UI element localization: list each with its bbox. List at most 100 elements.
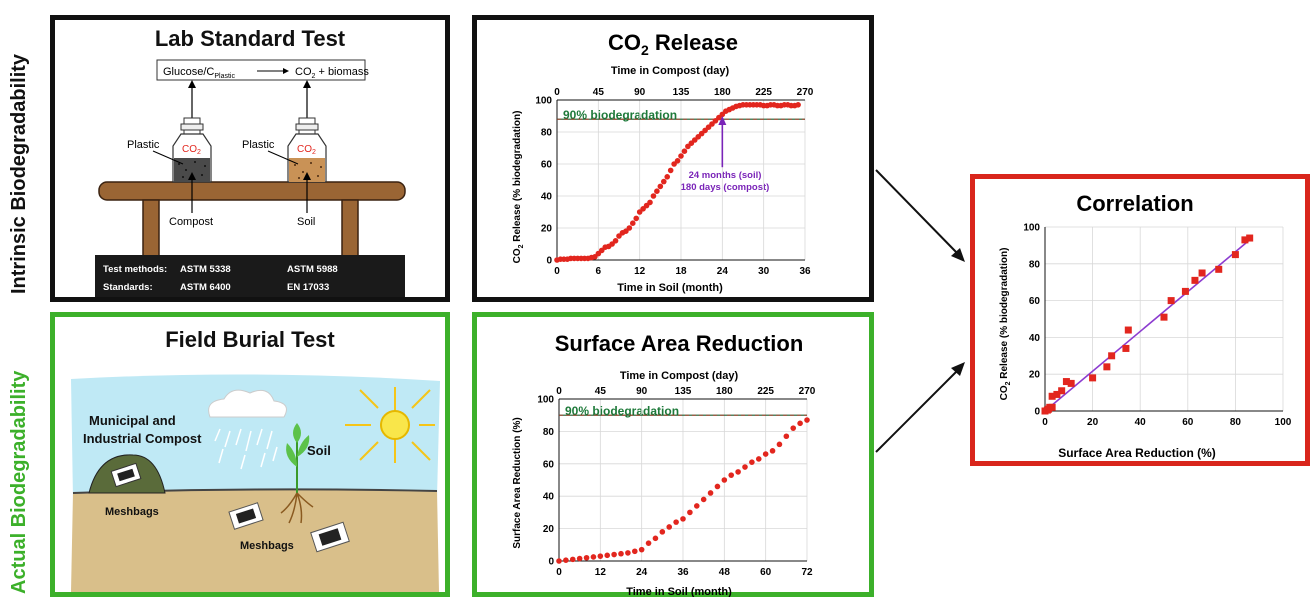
co2-arrow-annotation-1: 24 months (soil) xyxy=(689,170,762,181)
sar-xtick-label: 24 xyxy=(636,567,648,578)
bench-leg-left xyxy=(142,199,160,265)
sar-data-point xyxy=(776,441,783,448)
actual-biodegradability-label: Actual Biodegradability xyxy=(8,370,30,594)
svg-text:CO2: CO2 xyxy=(182,144,201,156)
sar-ylabel: Surface Area Reduction (%) xyxy=(512,417,523,548)
co2-top-axis-label: Time in Compost (day) xyxy=(611,65,730,77)
co2-data-point xyxy=(650,193,657,199)
co2-data-point xyxy=(795,102,801,108)
corr-data-point xyxy=(1062,378,1070,386)
co2-data-point xyxy=(678,153,684,159)
corr-data-point xyxy=(1122,344,1130,352)
co2-xtick-label: 30 xyxy=(758,266,770,277)
corr-xtick-label: 20 xyxy=(1087,417,1099,428)
sar-data-point xyxy=(604,552,611,559)
sar-top-axis-label: Time in Compost (day) xyxy=(620,370,739,382)
sar-data-point xyxy=(576,555,583,562)
meshbags-label-1: Meshbags xyxy=(105,506,159,518)
sar-90-annotation: 90% biodegradation xyxy=(565,404,679,418)
co2-bottom-axis-label: Time in Soil (month) xyxy=(617,282,723,294)
sar-data-point xyxy=(631,548,638,555)
sar-data-point xyxy=(721,477,728,483)
field-title: Field Burial Test xyxy=(165,327,335,352)
sar-ytick-label: 0 xyxy=(548,557,554,568)
compost-label-2: Industrial Compost xyxy=(83,431,202,446)
sar-ytick-label: 80 xyxy=(543,427,555,438)
sar-data-point xyxy=(769,448,776,454)
co2-ytick-label: 80 xyxy=(541,128,553,139)
sar-chart: Surface Area Reduction Time in Compost (… xyxy=(512,331,816,597)
bottle-soil: CO2 xyxy=(287,117,327,183)
soil-label: Soil xyxy=(297,216,315,228)
corr-data-point xyxy=(1108,352,1116,360)
co2-data-point xyxy=(657,183,664,190)
sar-data-point xyxy=(556,558,562,564)
co2-data-point xyxy=(681,148,688,154)
lab-title: Lab Standard Test xyxy=(154,26,346,51)
co2-xtick-label: 36 xyxy=(799,266,811,277)
co2-annotation-arrowhead xyxy=(718,116,727,125)
corr-ytick-label: 100 xyxy=(1023,223,1040,234)
sar-data-point xyxy=(652,535,659,542)
sar-x2tick-label: 90 xyxy=(636,386,648,397)
correlation-panel: Correlation Surface Area Reduction (%) C… xyxy=(970,174,1310,466)
sar-data-point xyxy=(625,550,631,556)
corr-data-point xyxy=(1089,374,1097,382)
sar-data-point xyxy=(790,425,797,431)
co2-x2tick-label: 90 xyxy=(634,87,646,98)
corr-data-point xyxy=(1103,363,1111,371)
sar-data-point xyxy=(707,490,714,496)
co2-data-point xyxy=(633,215,640,222)
sar-data-point xyxy=(762,451,769,457)
corr-data-point xyxy=(1241,236,1249,244)
corr-data-point xyxy=(1246,234,1254,242)
sar-data-point xyxy=(590,554,597,560)
methods-box xyxy=(95,255,405,297)
corr-data-point xyxy=(1191,276,1199,284)
sar-data-point xyxy=(742,464,748,470)
co2-arrow-annotation-2: 180 days (compost) xyxy=(681,182,770,193)
reaction-right: CO2 + biomass xyxy=(295,66,369,80)
sar-panel: Surface Area Reduction Time in Compost (… xyxy=(472,312,874,597)
plastic-label-right: Plastic xyxy=(242,139,275,151)
sar-data-point xyxy=(666,524,673,530)
co2-release-chart: CO2 Release Time in Compost (day) Time i… xyxy=(512,30,814,294)
compost-label: Compost xyxy=(169,216,213,228)
co2-ytick-label: 40 xyxy=(541,192,553,203)
sar-data-point xyxy=(673,519,679,525)
sar-data-point xyxy=(618,550,624,557)
corr-data-point xyxy=(1231,251,1239,259)
intrinsic-biodegradability-label: Intrinsic Biodegradability xyxy=(8,53,30,294)
sar-data-point xyxy=(611,551,617,558)
sar-chart-title: Surface Area Reduction xyxy=(555,331,804,356)
corr-data-point xyxy=(1160,313,1168,321)
sar-ytick-label: 100 xyxy=(537,395,554,406)
sar-data-point xyxy=(783,433,790,440)
sar-data-point xyxy=(728,472,735,478)
sar-data-point xyxy=(755,456,762,462)
corr-data-point xyxy=(1124,326,1132,334)
corr-data-point xyxy=(1198,269,1206,277)
corr-ytick-label: 0 xyxy=(1034,407,1040,418)
co2-data-point xyxy=(647,199,653,206)
co2-x2tick-label: 45 xyxy=(593,87,605,98)
sar-bottom-axis-label: Time in Soil (month) xyxy=(626,586,732,597)
corr-ytick-label: 60 xyxy=(1029,296,1041,307)
sar-xtick-label: 0 xyxy=(556,567,562,578)
corr-data-point xyxy=(1058,387,1066,395)
corr-data-point xyxy=(1067,379,1075,387)
methods-2: ASTM 5988 xyxy=(287,264,338,275)
sar-xtick-label: 36 xyxy=(677,567,689,578)
corr-xtick-label: 0 xyxy=(1042,417,1048,428)
plant-icon xyxy=(280,423,314,524)
field-burial-test-panel: Field Burial Test xyxy=(50,312,450,597)
corr-xtick-label: 40 xyxy=(1135,417,1147,428)
co2-data-point xyxy=(664,174,671,180)
methods-label: Test methods: xyxy=(103,264,167,275)
sar-data-point xyxy=(680,516,686,522)
co2-x2tick-label: 180 xyxy=(714,87,731,98)
sar-ytick-label: 40 xyxy=(543,492,555,503)
bench-top xyxy=(98,181,406,201)
co2-chart-title: CO2 Release xyxy=(608,30,738,58)
